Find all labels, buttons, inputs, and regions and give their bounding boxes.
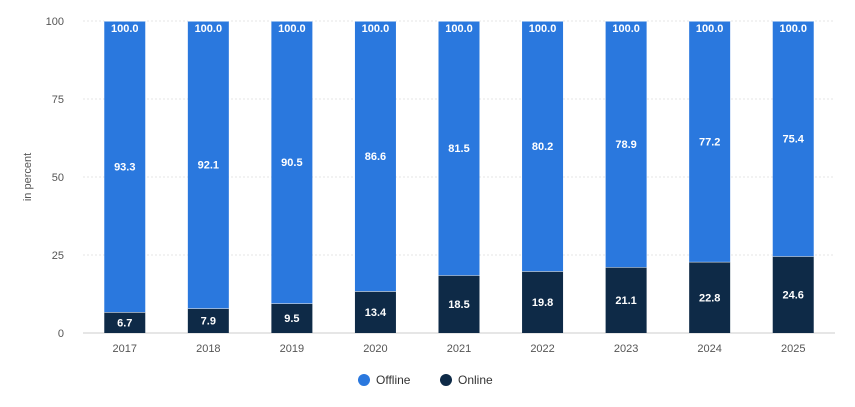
- data-label-total: 100.0: [696, 23, 724, 35]
- bar-segment-online[interactable]: [522, 271, 564, 333]
- x-tick-label: 2018: [196, 343, 220, 355]
- bar-segment-offline[interactable]: [271, 21, 313, 304]
- x-tick-label: 2025: [781, 343, 805, 355]
- data-label-offline: 93.3: [114, 162, 135, 174]
- data-label-online: 21.1: [615, 295, 636, 307]
- data-label-total: 100.0: [529, 23, 557, 35]
- legend-marker-icon: [440, 374, 452, 386]
- bar-segment-online[interactable]: [689, 261, 731, 333]
- data-label-offline: 90.5: [281, 157, 302, 169]
- data-label-offline: 78.9: [615, 139, 636, 151]
- data-label-total: 100.0: [612, 23, 640, 35]
- bar-segment-online[interactable]: [605, 267, 647, 333]
- legend-item-online[interactable]: Online: [440, 373, 493, 387]
- data-label-total: 100.0: [195, 23, 223, 35]
- data-label-online: 19.8: [532, 297, 553, 309]
- data-label-offline: 80.2: [532, 141, 553, 153]
- legend-label: Online: [458, 373, 493, 387]
- legend-item-offline[interactable]: Offline: [358, 373, 411, 387]
- bar-segment-offline[interactable]: [689, 21, 731, 262]
- y-tick-label: 75: [52, 94, 64, 106]
- legend-marker-icon: [358, 374, 370, 386]
- bar-segment-online[interactable]: [271, 303, 313, 333]
- data-label-online: 13.4: [365, 307, 387, 319]
- bar-segment-offline[interactable]: [354, 21, 396, 292]
- y-tick-label: 100: [46, 16, 64, 28]
- data-label-online: 6.7: [117, 318, 132, 330]
- data-label-total: 100.0: [278, 23, 306, 35]
- data-label-total: 100.0: [779, 23, 807, 35]
- data-label-offline: 92.1: [198, 160, 219, 172]
- data-labels: 6.7 93.3 100.0 7.9 92.1 100.0 9.5 90.5 100.0 13.4…: [111, 23, 807, 330]
- data-label-offline: 75.4: [783, 134, 805, 146]
- x-tick-label: 2023: [614, 343, 638, 355]
- bar-segment-online[interactable]: [438, 275, 480, 333]
- bar-segment-online[interactable]: [187, 308, 229, 333]
- data-label-total: 100.0: [362, 23, 390, 35]
- data-label-offline: 86.6: [365, 151, 386, 163]
- bars: [104, 20, 814, 333]
- data-label-offline: 81.5: [448, 143, 469, 155]
- y-tick-label: 25: [52, 250, 64, 262]
- x-axis-ticks: 2017 2018 2019 2020 2021 2022 2023 2024 2025: [113, 343, 806, 355]
- data-label-total: 100.0: [111, 23, 139, 35]
- bar-segment-online[interactable]: [772, 256, 814, 333]
- y-axis-title: in percent: [22, 153, 34, 201]
- y-tick-label: 50: [52, 172, 64, 184]
- data-label-online: 7.9: [201, 316, 216, 328]
- x-tick-label: 2017: [113, 343, 137, 355]
- data-label-offline: 77.2: [699, 136, 720, 148]
- legend-label: Offline: [376, 373, 411, 387]
- bar-segment-offline[interactable]: [772, 21, 814, 257]
- bar-segment-offline[interactable]: [522, 21, 564, 272]
- bar-segment-online[interactable]: [354, 291, 396, 333]
- x-tick-label: 2020: [363, 343, 387, 355]
- bar-segment-offline[interactable]: [187, 21, 229, 309]
- bar-segment-offline[interactable]: [438, 21, 480, 276]
- data-label-online: 9.5: [284, 313, 299, 325]
- x-tick-label: 2021: [447, 343, 471, 355]
- legend[interactable]: Offline Online: [358, 373, 493, 387]
- data-label-online: 22.8: [699, 292, 720, 304]
- data-label-online: 18.5: [448, 299, 469, 311]
- y-tick-label: 0: [58, 328, 64, 340]
- bar-segment-offline[interactable]: [104, 21, 146, 313]
- x-tick-label: 2024: [697, 343, 721, 355]
- bar-segment-offline[interactable]: [605, 21, 647, 268]
- data-label-total: 100.0: [445, 23, 473, 35]
- x-tick-label: 2022: [530, 343, 554, 355]
- y-axis-ticks: 0 25 50 75 100: [46, 16, 64, 340]
- data-label-online: 24.6: [783, 290, 804, 302]
- bar-segment-online[interactable]: [104, 312, 146, 333]
- x-tick-label: 2019: [280, 343, 304, 355]
